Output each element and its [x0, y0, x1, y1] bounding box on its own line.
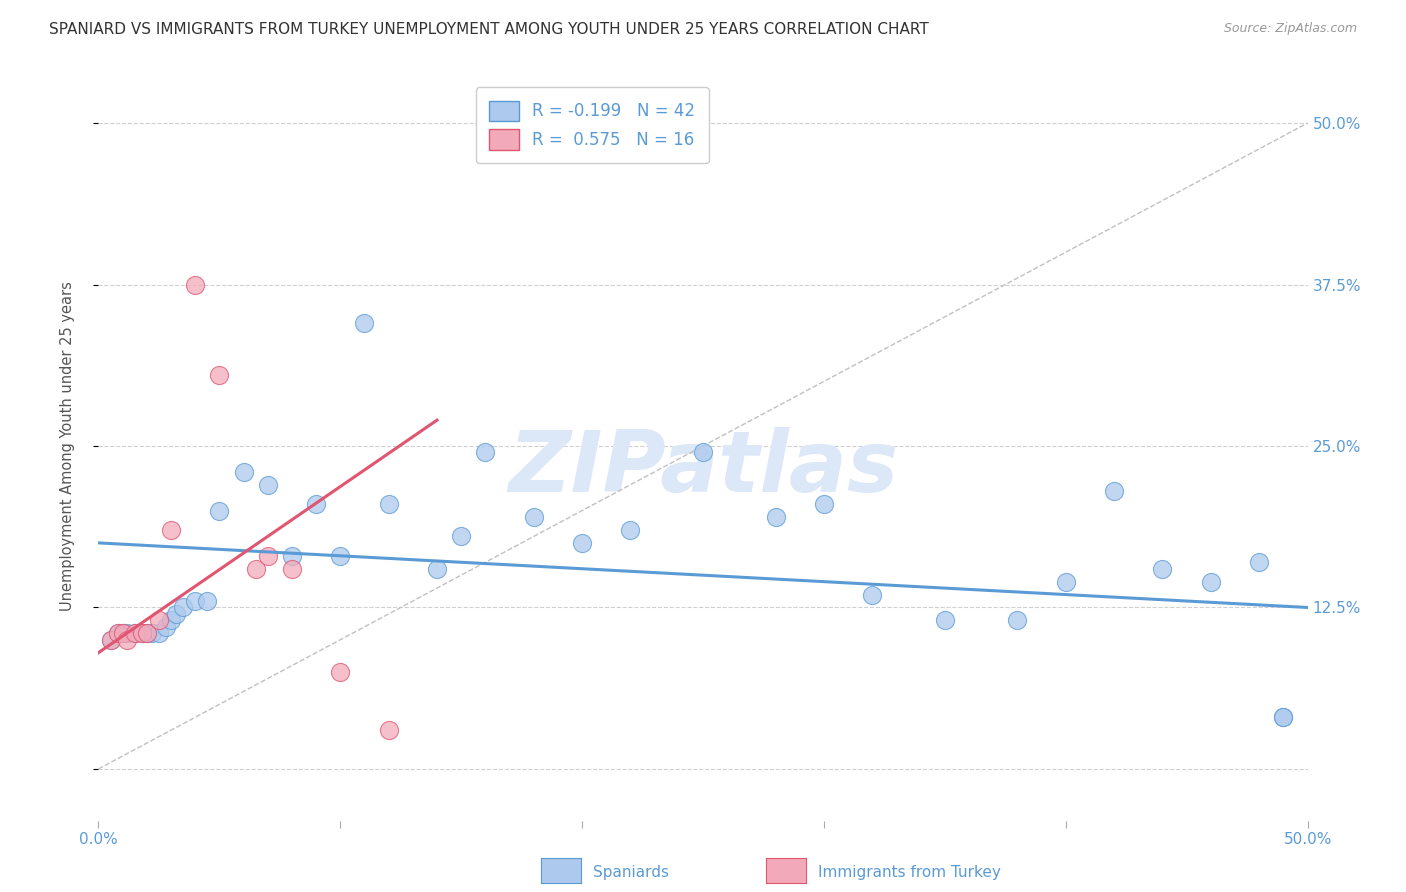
Point [1152, 562, 1174, 576]
Point [813, 497, 835, 511]
Point [474, 445, 496, 459]
Point [1272, 710, 1295, 724]
Point [208, 503, 231, 517]
Point [450, 529, 472, 543]
Point [107, 626, 129, 640]
Point [571, 536, 593, 550]
Point [141, 626, 163, 640]
Point [860, 588, 883, 602]
Point [195, 594, 218, 608]
Point [117, 632, 139, 647]
Point [619, 523, 641, 537]
Point [148, 614, 170, 628]
Y-axis label: Unemployment Among Youth under 25 years: Unemployment Among Youth under 25 years [60, 281, 75, 611]
Point [377, 497, 399, 511]
Point [117, 626, 139, 640]
Point [281, 549, 304, 563]
Point [377, 723, 399, 738]
Point [353, 316, 375, 330]
Point [426, 562, 449, 576]
Point [1007, 614, 1029, 628]
Point [131, 626, 153, 640]
Point [124, 626, 146, 640]
Point [1054, 574, 1077, 589]
Point [232, 465, 254, 479]
Point [100, 632, 122, 647]
Text: Immigrants from Turkey: Immigrants from Turkey [818, 865, 1001, 880]
Point [765, 510, 787, 524]
Point [107, 626, 129, 640]
Text: Source: ZipAtlas.com: Source: ZipAtlas.com [1223, 22, 1357, 36]
Point [184, 594, 207, 608]
Point [124, 626, 146, 640]
Point [184, 277, 207, 292]
Point [148, 626, 170, 640]
Point [523, 510, 546, 524]
Point [692, 445, 714, 459]
Point [131, 626, 153, 640]
Point [329, 549, 352, 563]
Point [329, 665, 352, 679]
Point [245, 562, 267, 576]
Point [1249, 555, 1271, 569]
Point [111, 626, 134, 640]
Point [1272, 710, 1295, 724]
Text: ZIPatlas: ZIPatlas [508, 427, 898, 510]
Point [305, 497, 328, 511]
Point [111, 626, 134, 640]
Point [256, 549, 278, 563]
Point [281, 562, 304, 576]
Point [1102, 484, 1125, 499]
Point [100, 632, 122, 647]
Point [160, 614, 183, 628]
Point [1199, 574, 1222, 589]
Point [172, 600, 194, 615]
Text: Spaniards: Spaniards [593, 865, 669, 880]
Point [155, 620, 177, 634]
Point [208, 368, 231, 382]
Point [135, 626, 157, 640]
Text: SPANIARD VS IMMIGRANTS FROM TURKEY UNEMPLOYMENT AMONG YOUTH UNDER 25 YEARS CORRE: SPANIARD VS IMMIGRANTS FROM TURKEY UNEMP… [49, 22, 929, 37]
Point [160, 523, 183, 537]
Point [165, 607, 187, 621]
Point [256, 477, 278, 491]
Point [135, 626, 157, 640]
Legend: R = -0.199   N = 42, R =  0.575   N = 16: R = -0.199 N = 42, R = 0.575 N = 16 [475, 87, 709, 163]
Point [934, 614, 956, 628]
